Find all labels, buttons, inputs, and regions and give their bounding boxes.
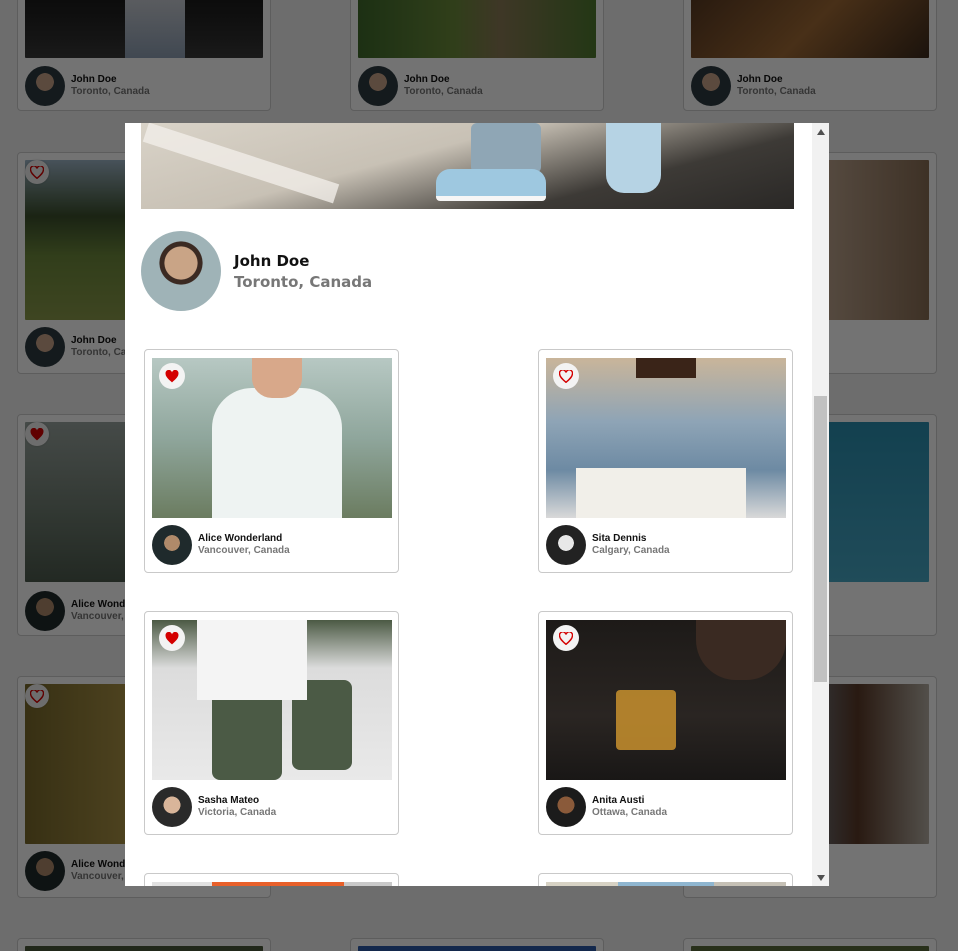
post-card[interactable]: Anita Austi Ottawa, Canada [538,611,793,835]
heart-icon[interactable] [159,625,185,651]
profile-avatar[interactable] [141,231,221,311]
post-user-location: Victoria, Canada [198,807,277,818]
modal-scrollbar[interactable] [812,123,829,886]
avatar[interactable] [152,525,192,565]
post-card[interactable] [144,873,399,886]
hero-photo [141,123,794,209]
avatar[interactable] [152,787,192,827]
post-user-name: Alice Wonderland [198,533,283,544]
post-user-name: Anita Austi [592,795,645,806]
post-user-location: Vancouver, Canada [198,545,290,556]
post-photo [152,358,392,518]
profile-location: Toronto, Canada [234,272,373,291]
post-user: Sasha Mateo Victoria, Canada [152,787,276,827]
post-card[interactable]: Sasha Mateo Victoria, Canada [144,611,399,835]
post-photo [152,620,392,780]
heart-icon[interactable] [553,625,579,651]
heart-icon[interactable] [159,363,185,389]
profile-name: John Doe [234,251,310,270]
heart-icon[interactable] [553,363,579,389]
post-photo [546,358,786,518]
post-user: Sita Dennis Calgary, Canada [546,525,670,565]
post-user-name: Sita Dennis [592,533,647,544]
profile-header: John Doe Toronto, Canada [141,231,372,311]
post-photo [546,882,786,886]
post-user-location: Calgary, Canada [592,545,670,556]
arrow-down-icon[interactable] [812,869,829,886]
post-user: Anita Austi Ottawa, Canada [546,787,667,827]
post-card[interactable] [538,873,793,886]
post-user-location: Ottawa, Canada [592,807,668,818]
post-photo [546,620,786,780]
arrow-up-icon[interactable] [812,123,829,140]
post-user: Alice Wonderland Vancouver, Canada [152,525,290,565]
post-card[interactable]: Sita Dennis Calgary, Canada [538,349,793,573]
profile-modal: John Doe Toronto, Canada Alice Wonderlan… [125,123,829,886]
avatar[interactable] [546,525,586,565]
post-user-name: Sasha Mateo [198,795,260,806]
post-photo [152,882,392,886]
scroll-thumb[interactable] [814,396,827,682]
post-card[interactable]: Alice Wonderland Vancouver, Canada [144,349,399,573]
avatar[interactable] [546,787,586,827]
